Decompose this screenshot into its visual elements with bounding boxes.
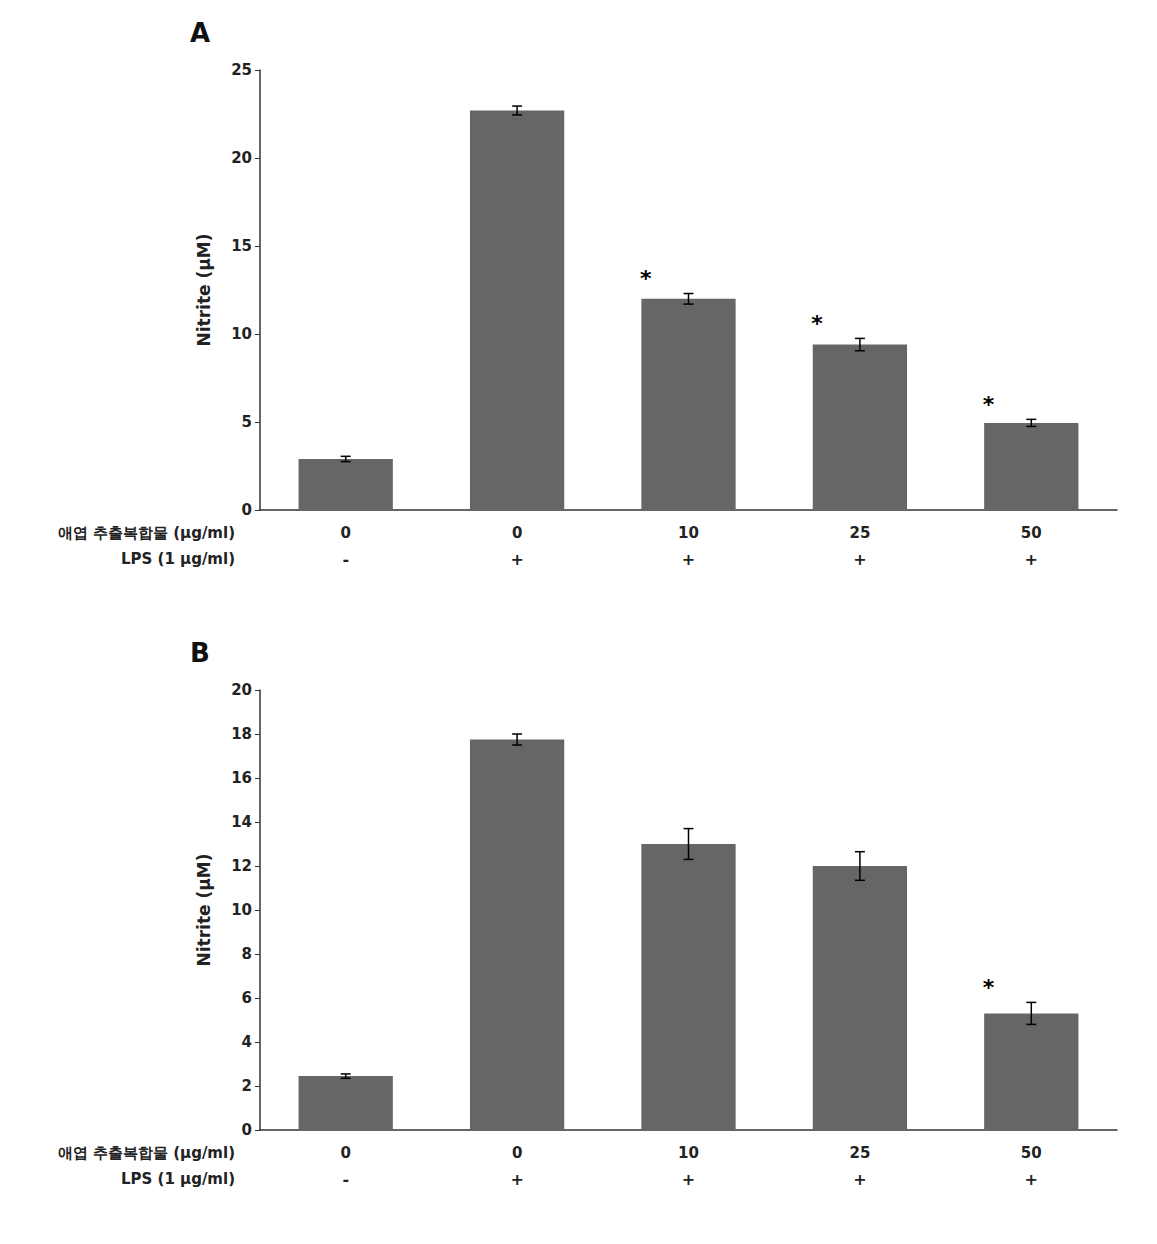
svg-text:Nitrite (μM): Nitrite (μM) — [194, 854, 214, 967]
svg-text:0: 0 — [512, 524, 522, 542]
svg-text:10: 10 — [678, 524, 699, 542]
svg-text:5: 5 — [242, 413, 252, 431]
svg-text:*: * — [983, 975, 995, 1000]
svg-text:18: 18 — [231, 725, 252, 743]
svg-text:+: + — [1025, 550, 1038, 569]
svg-text:+: + — [682, 1170, 695, 1189]
svg-text:애엽 추출복합물 (μg/ml): 애엽 추출복합물 (μg/ml) — [58, 1144, 235, 1162]
svg-text:25: 25 — [231, 61, 252, 79]
svg-text:+: + — [853, 550, 866, 569]
svg-text:50: 50 — [1021, 1144, 1042, 1162]
svg-text:10: 10 — [231, 901, 252, 919]
svg-text:10: 10 — [231, 325, 252, 343]
svg-text:A: A — [190, 18, 210, 48]
svg-text:애엽 추출복합물 (μg/ml): 애엽 추출복합물 (μg/ml) — [58, 524, 235, 542]
svg-text:-: - — [342, 550, 349, 569]
svg-text:50: 50 — [1021, 524, 1042, 542]
svg-text:B: B — [190, 638, 210, 668]
svg-text:25: 25 — [849, 524, 870, 542]
svg-text:0: 0 — [340, 524, 350, 542]
svg-text:16: 16 — [231, 769, 252, 787]
svg-text:+: + — [1025, 1170, 1038, 1189]
svg-text:0: 0 — [242, 1121, 252, 1139]
svg-text:+: + — [510, 1170, 523, 1189]
svg-text:4: 4 — [242, 1033, 252, 1051]
svg-text:25: 25 — [849, 1144, 870, 1162]
svg-text:20: 20 — [231, 681, 252, 699]
svg-text:-: - — [342, 1170, 349, 1189]
svg-text:*: * — [983, 392, 995, 417]
svg-text:LPS (1 μg/ml): LPS (1 μg/ml) — [121, 550, 235, 568]
svg-text:Nitrite (μM): Nitrite (μM) — [194, 234, 214, 347]
svg-text:14: 14 — [231, 813, 252, 831]
svg-text:0: 0 — [242, 501, 252, 519]
svg-text:+: + — [853, 1170, 866, 1189]
svg-text:10: 10 — [678, 1144, 699, 1162]
svg-text:20: 20 — [231, 149, 252, 167]
svg-text:2: 2 — [242, 1077, 252, 1095]
svg-text:LPS (1 μg/ml): LPS (1 μg/ml) — [121, 1170, 235, 1188]
svg-text:15: 15 — [231, 237, 252, 255]
svg-text:*: * — [811, 311, 823, 336]
svg-text:8: 8 — [242, 945, 252, 963]
svg-text:12: 12 — [231, 857, 252, 875]
svg-text:0: 0 — [512, 1144, 522, 1162]
svg-text:*: * — [640, 266, 652, 291]
svg-text:+: + — [510, 550, 523, 569]
svg-text:6: 6 — [242, 989, 252, 1007]
svg-text:0: 0 — [340, 1144, 350, 1162]
svg-text:+: + — [682, 550, 695, 569]
